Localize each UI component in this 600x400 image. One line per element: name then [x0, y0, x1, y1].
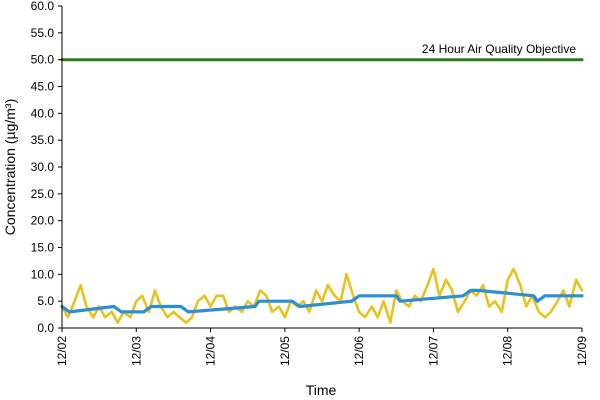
- axes-layer: 0.0 5.0 10.0 15.0 20.0 25.0 30.0 35.0 40.0 45.0 50…: [31, 0, 589, 366]
- y-tick-label: 35.0: [31, 133, 55, 147]
- y-tick-label: 20.0: [31, 214, 55, 228]
- y-tick-label: 60.0: [31, 0, 55, 13]
- x-tick-label: 12/09: [575, 336, 589, 366]
- x-axis-title: Time: [306, 382, 337, 398]
- y-tick-label: 50.0: [31, 53, 55, 67]
- y-tick-label: 40.0: [31, 106, 55, 120]
- x-tick-label: 12/03: [129, 336, 143, 366]
- x-tick-label: 12/02: [55, 336, 69, 366]
- y-tick-label: 10.0: [31, 267, 55, 281]
- y-axis-title: Concentration (µg/m³): [2, 99, 18, 235]
- x-tick-label: 12/08: [501, 336, 515, 366]
- y-tick-label: 55.0: [31, 26, 55, 40]
- y-tick-label: 0.0: [37, 321, 54, 335]
- x-tick-label: 12/07: [426, 336, 440, 366]
- annotation-label: 24 Hour Air Quality Objective: [422, 42, 576, 56]
- y-tick-label: 45.0: [31, 80, 55, 94]
- y-tick-label: 30.0: [31, 160, 55, 174]
- y-tick-label: 5.0: [37, 294, 54, 308]
- series-line-3: [60, 288, 584, 314]
- y-tick-label: 25.0: [31, 187, 55, 201]
- x-tick-label: 12/05: [278, 336, 292, 366]
- series-layer: [60, 58, 584, 324]
- series-line-2: [60, 267, 584, 324]
- y-tick-label: 15.0: [31, 241, 55, 255]
- x-tick-label: 12/06: [352, 336, 366, 366]
- x-tick-label: 12/04: [204, 336, 218, 366]
